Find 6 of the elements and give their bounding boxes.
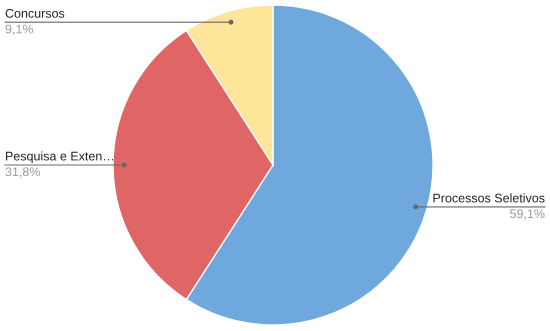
slice-label: Concursos xyxy=(6,8,64,18)
slice-label: Pesquisa e Exten… xyxy=(6,151,114,163)
data-label: 31,8% xyxy=(5,167,40,178)
data-label: 59,1% xyxy=(510,209,545,220)
slice-label: Processos Seletivos xyxy=(433,193,545,202)
data-label: 9,1% xyxy=(6,24,34,35)
